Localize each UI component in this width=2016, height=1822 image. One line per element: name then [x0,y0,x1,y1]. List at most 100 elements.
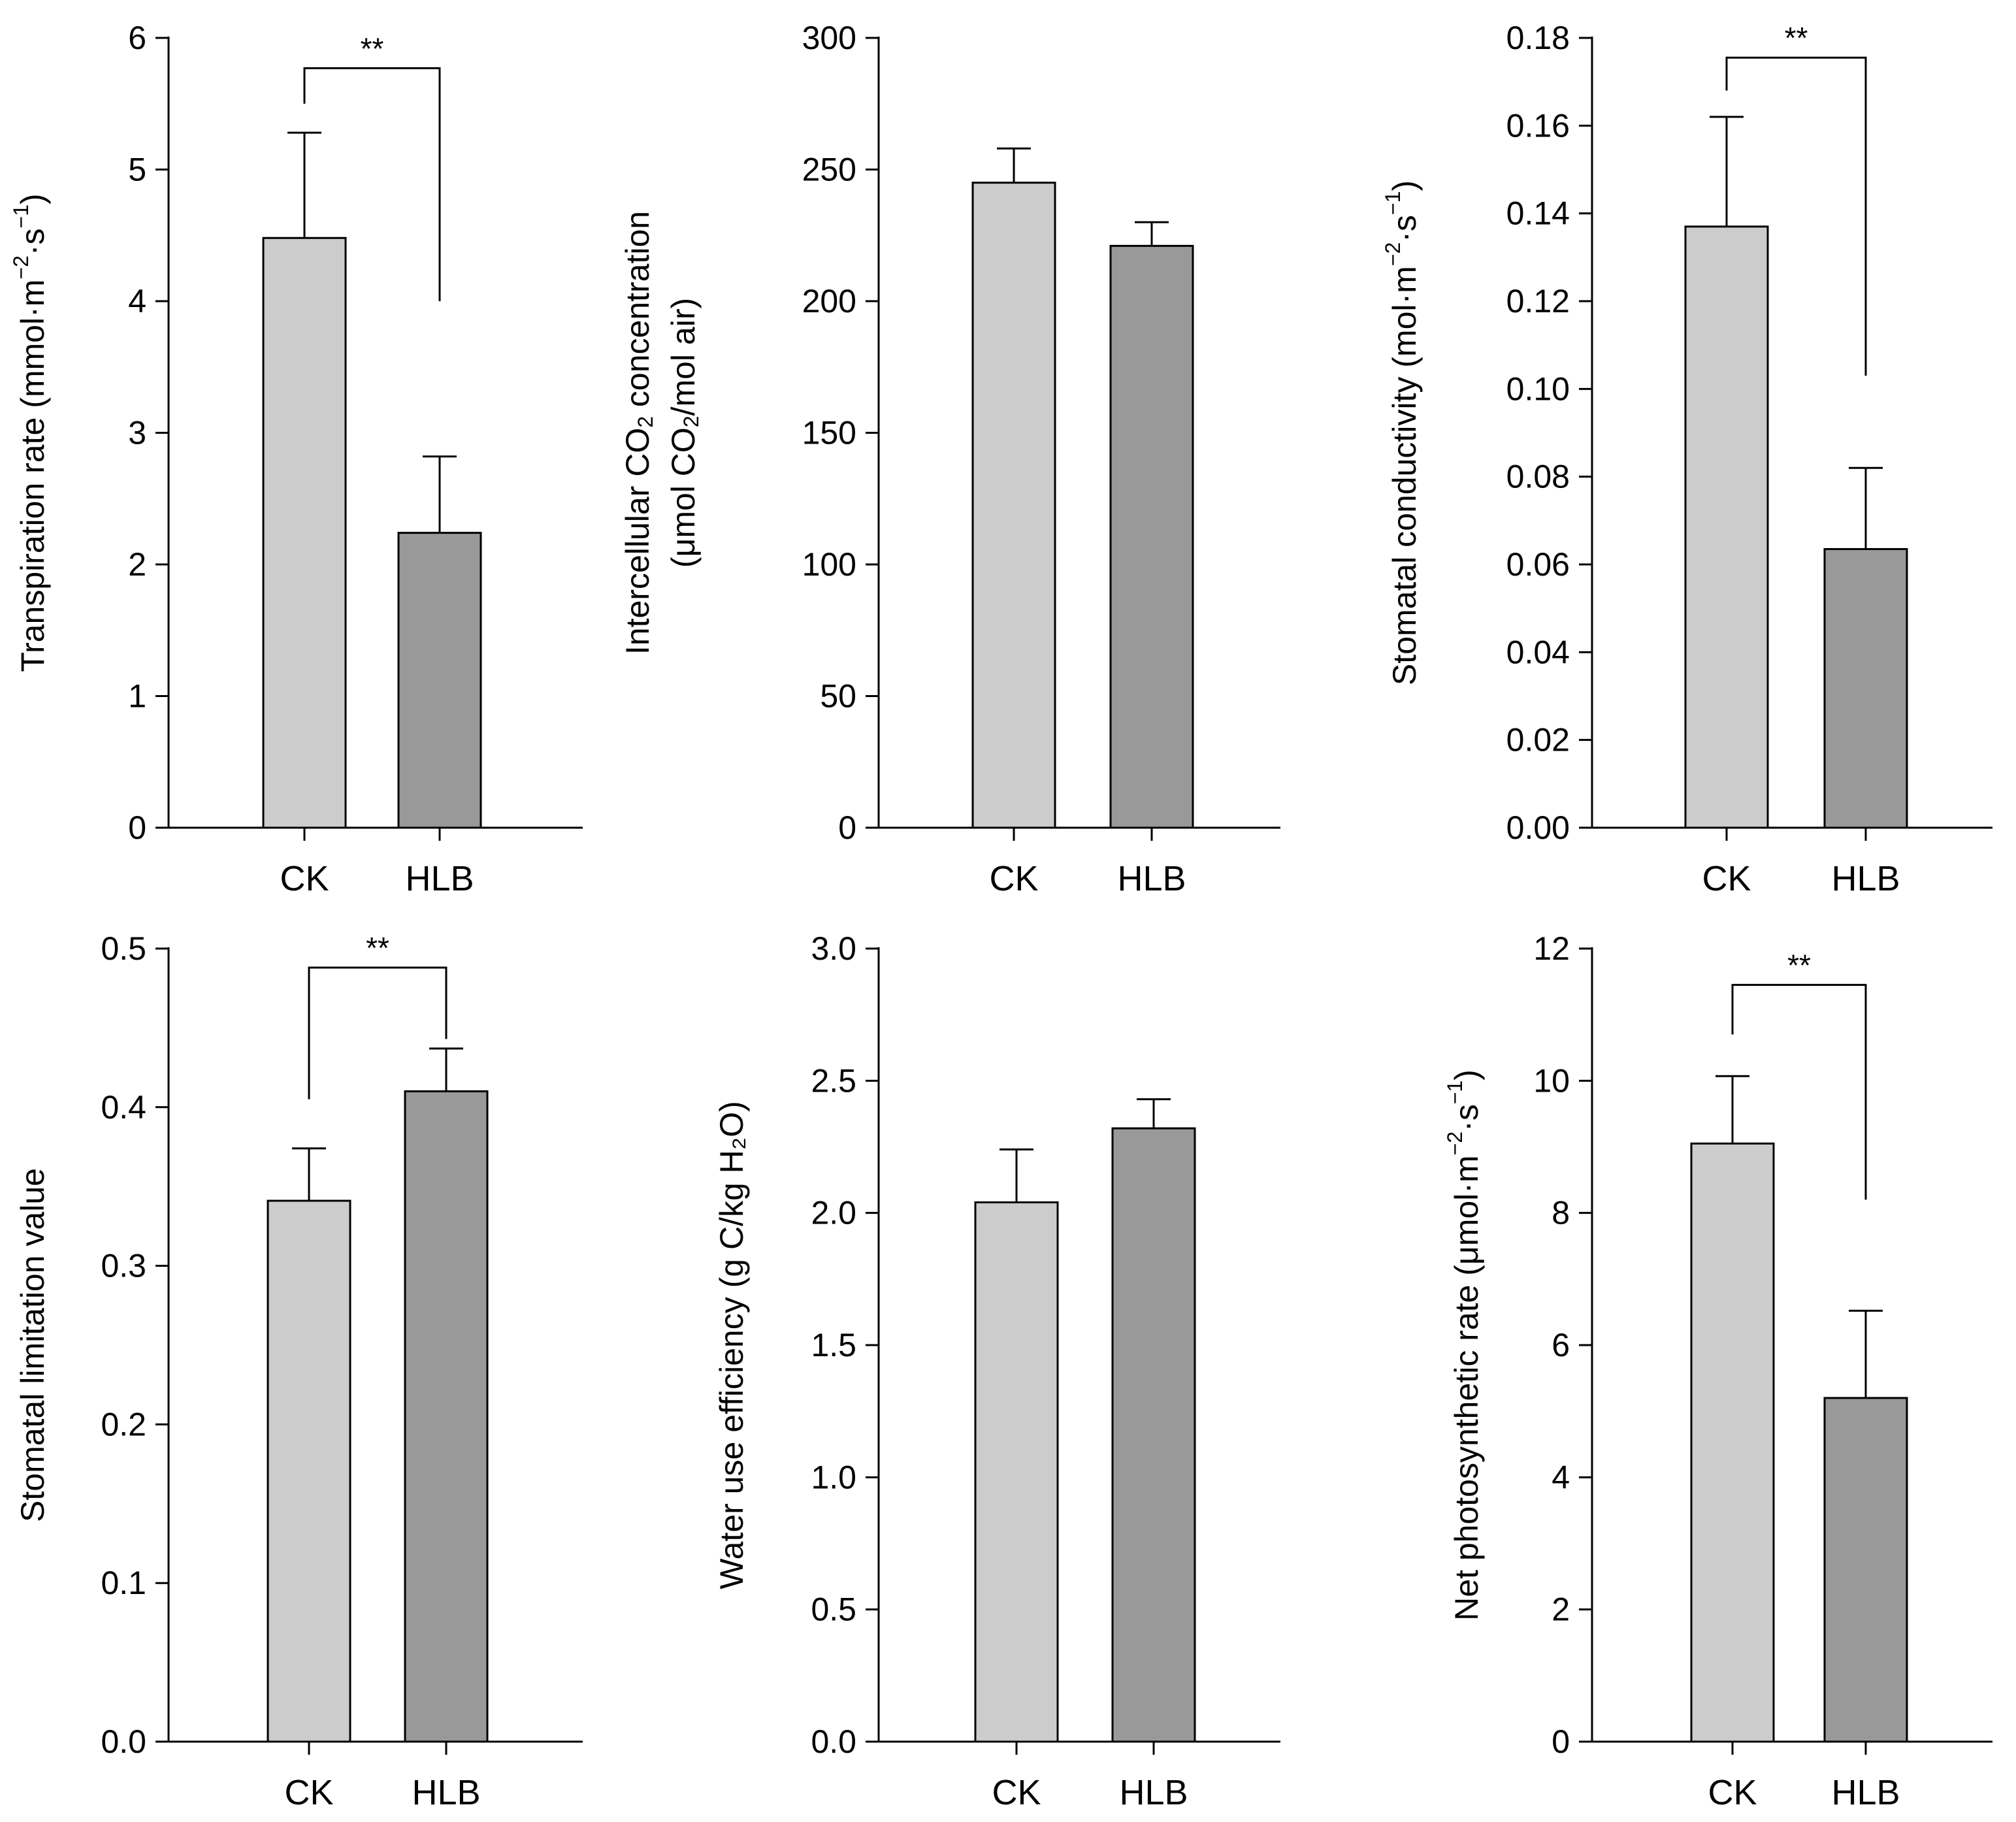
label-text: ) [1448,1069,1485,1081]
y-tick-label: 0.02 [1506,722,1570,758]
bar-ck [267,1199,351,1743]
label-text: (μmol CO [665,427,702,568]
y-tick-label: 10 [1533,1062,1570,1099]
significance-bracket [1731,984,1867,1200]
y-tick-label: 3 [128,415,146,451]
label-text: /mol air) [665,298,702,416]
y-tick-label: 0.3 [101,1248,146,1284]
y-axis-label-line: Stomatal limitation value [14,1168,51,1522]
y-tick-label: 0.06 [1506,546,1570,583]
y-tick-label: 0.4 [101,1089,146,1126]
y-axis-label: Stomatal conductivity (mol·m−2​·s−1​) [1381,180,1423,685]
y-tick-label: 0.5 [811,1591,856,1628]
bar-hlb [1111,1127,1196,1743]
x-category-label: HLB [412,1773,480,1812]
chart-panel-net-photosynthetic: 0 2 4 6 8 10 12 CK HLB ** Net photosynthetic rate … [1443,930,1992,1812]
significance-bracket [1725,56,1867,376]
y-tick-label: 6 [128,20,146,56]
superscript: −1 [9,204,33,228]
y-tick-label: 0.12 [1506,283,1570,319]
bar-ck [974,1201,1059,1743]
y-tick-label: 0.2 [101,1406,146,1442]
y-tick-label: 5 [128,152,146,188]
y-tick-label: 0.04 [1506,634,1570,670]
y-tick-label: 0.16 [1506,107,1570,144]
y-tick-label: 200 [802,283,856,319]
x-category-label: HLB [1831,859,1900,898]
y-axis-label-line: (μmol CO2​/mol air) [665,298,703,568]
subscript: 2 [634,416,657,428]
y-tick-label: 0.1 [101,1565,146,1601]
bar-ck [1690,1142,1775,1743]
y-tick-label: 0.14 [1506,195,1570,232]
bar-hlb [1823,547,1908,829]
y-tick-label: 0 [838,809,856,846]
chart-panel-stomatal-limitation: 0.0 0.1 0.2 0.3 0.4 0.5 CK HLB ** Stomatal limita… [14,930,583,1812]
y-tick-label: 100 [802,546,856,583]
y-tick-label: 0.0 [101,1723,146,1760]
significance-label: ** [1787,949,1811,983]
superscript: −1 [1381,191,1405,215]
y-tick-label: 0.00 [1506,809,1570,846]
chart-panel-water-use-efficiency: 0.0 0.5 1.0 1.5 2.0 2.5 3.0 CK HLB Water use effi… [713,930,1280,1812]
y-axis-label: Intercellular CO2​ concentration(μmol CO… [619,211,703,655]
y-tick-label: 3.0 [811,930,856,967]
bar-hlb [397,532,482,829]
label-text: ·s [1448,1104,1485,1131]
x-category-label: CK [284,1773,333,1812]
significance-label: ** [366,931,389,965]
bar-hlb [1823,1397,1908,1743]
superscript: −2 [1443,1131,1467,1155]
y-axis-label-line: Transpiration rate (mmol·m−2​·s−1​) [9,193,51,672]
y-tick-label: 0 [1552,1723,1570,1760]
y-tick-label: 1.5 [811,1327,856,1363]
significance-label: ** [1785,21,1808,55]
x-category-label: CK [280,859,329,898]
subscript: 2 [679,415,703,427]
y-axis-label-line: Stomatal conductivity (mol·m−2​·s−1​) [1381,180,1423,685]
x-category-label: CK [989,859,1038,898]
y-axis-label-line: Water use efficiency (g C/kg H₂O) [713,1101,750,1589]
y-tick-label: 8 [1552,1195,1570,1231]
y-tick-label: 2 [1552,1591,1570,1628]
y-axis-label-line: Intercellular CO2​ concentration [619,211,657,655]
label-text: concentration [619,211,656,416]
superscript: −2 [1381,242,1405,266]
significance-bracket [303,67,441,301]
x-category-label: HLB [405,859,474,898]
y-tick-label: 2.5 [811,1062,856,1099]
label-text: Transpiration rate (mmol·m [14,280,51,672]
y-axis-label: Water use efficiency (g C/kg H₂O) [713,1101,750,1589]
label-text: Stomatal limitation value [14,1168,51,1522]
label-text: ) [14,193,51,204]
label-text: ·s [1386,215,1423,242]
y-tick-label: 6 [1552,1327,1570,1363]
chart-panel-transpiration: 0 1 2 3 4 5 6 CK HLB ** Transpiration rate (mmol·m… [9,20,583,898]
x-category-label: HLB [1831,1773,1900,1812]
superscript: −1 [1443,1081,1467,1104]
y-tick-label: 50 [820,678,856,715]
label-text: Net photosynthetic rate (μmol·m [1448,1155,1485,1620]
y-tick-label: 0.18 [1506,20,1570,56]
x-category-label: CK [1702,859,1751,898]
superscript: −2 [9,255,33,279]
y-axis-label-line: Net photosynthetic rate (μmol·m−2​·s−1​) [1443,1069,1485,1621]
label-text: Water use efficiency (g C/kg H₂O) [713,1101,750,1589]
y-tick-label: 0.08 [1506,459,1570,495]
y-tick-label: 0.0 [811,1723,856,1760]
significance-bracket [308,966,447,1099]
y-tick-label: 0 [128,809,146,846]
y-tick-label: 1.0 [811,1459,856,1495]
label-text: Intercellular CO [619,428,656,655]
bar-ck [971,182,1056,829]
y-tick-label: 2.0 [811,1195,856,1231]
y-axis-label: Stomatal limitation value [14,1168,51,1522]
y-tick-label: 150 [802,415,856,451]
significance-label: ** [361,31,384,65]
y-tick-label: 1 [128,678,146,715]
y-tick-label: 0.5 [101,930,146,967]
y-tick-label: 250 [802,152,856,188]
bar-hlb [1109,244,1194,829]
